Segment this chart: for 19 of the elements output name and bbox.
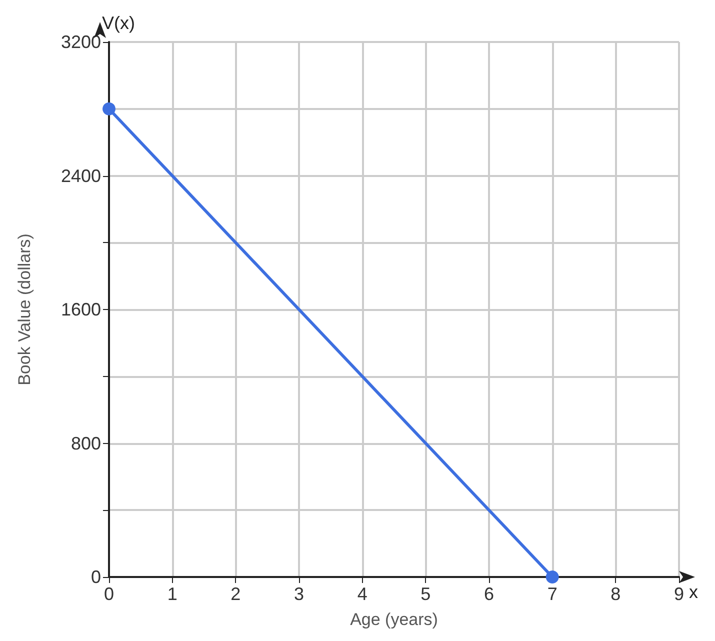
x-tick-label: 8: [610, 584, 621, 604]
text: x: [689, 582, 698, 602]
x-tick-label: 3: [294, 584, 304, 604]
y-axis-title: Book Value (dollars): [15, 234, 34, 386]
x-tick-label: 4: [357, 584, 368, 604]
x-tick-label: 2: [230, 584, 241, 604]
text: V(x): [102, 13, 135, 33]
y-tick-label: 1600: [60, 300, 101, 320]
y-tick-label: 800: [70, 433, 101, 454]
x-tick-label: 6: [484, 584, 494, 604]
y-tick-label: 2400: [60, 166, 101, 186]
x-tick-label: 5: [420, 584, 431, 604]
x-tick-label: 7: [547, 584, 558, 604]
x-tick-label: 0: [104, 584, 114, 604]
x-tick-label: 1: [167, 584, 178, 604]
y-tick-label: 3200: [60, 32, 101, 52]
x-axis-title: Age (years): [350, 610, 438, 629]
y-tick-label: 0: [90, 567, 101, 587]
x-tick-label: 9: [674, 584, 684, 604]
